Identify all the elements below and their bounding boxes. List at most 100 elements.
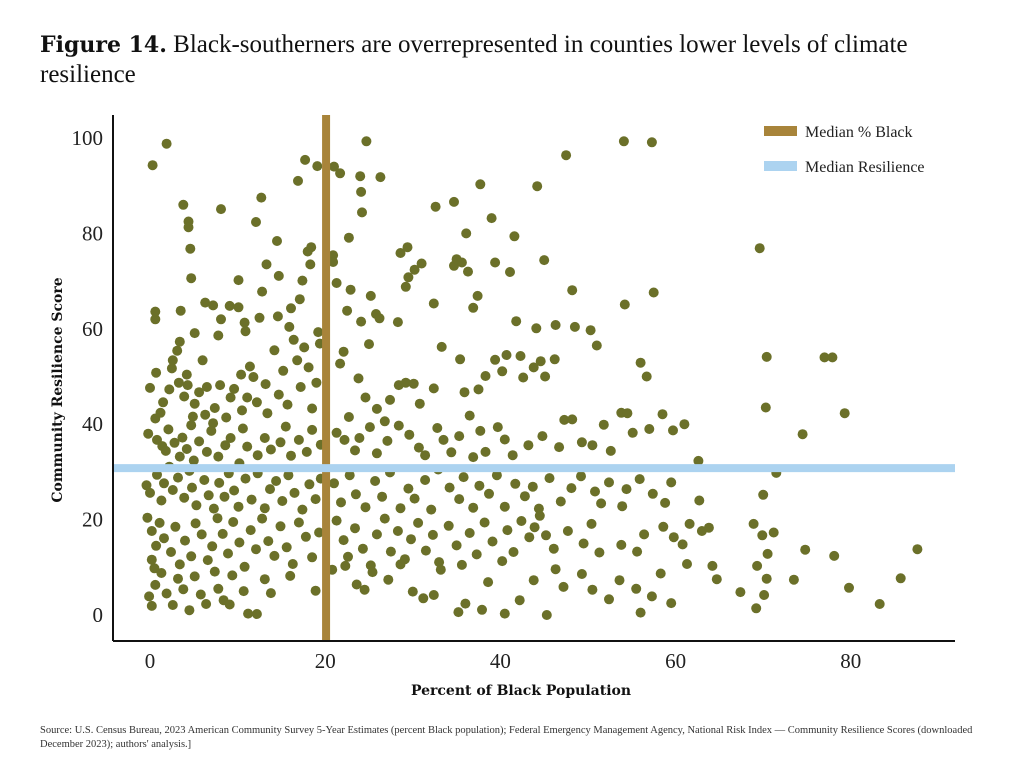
x-tick-label: 80 bbox=[840, 649, 861, 673]
data-point bbox=[208, 503, 219, 514]
data-point bbox=[150, 579, 161, 590]
data-point bbox=[379, 513, 390, 524]
data-point bbox=[385, 546, 396, 557]
data-point bbox=[443, 520, 454, 531]
data-point bbox=[209, 403, 220, 413]
data-point bbox=[178, 584, 189, 595]
data-point bbox=[751, 603, 762, 614]
data-point bbox=[256, 192, 267, 203]
data-point bbox=[682, 559, 692, 569]
data-point bbox=[212, 513, 223, 524]
data-point bbox=[484, 488, 494, 499]
data-point bbox=[474, 480, 485, 491]
data-point bbox=[647, 488, 658, 499]
data-point bbox=[748, 518, 759, 529]
data-point bbox=[221, 412, 232, 423]
data-point bbox=[428, 383, 439, 394]
data-point bbox=[200, 409, 211, 420]
data-point bbox=[567, 414, 578, 425]
data-point bbox=[668, 532, 679, 543]
data-point bbox=[224, 599, 235, 610]
data-point bbox=[548, 543, 559, 554]
x-tick-label: 20 bbox=[315, 649, 336, 673]
data-point bbox=[190, 518, 201, 529]
data-point bbox=[648, 287, 659, 298]
data-point bbox=[566, 483, 577, 494]
data-point bbox=[505, 267, 515, 277]
data-point bbox=[544, 473, 555, 484]
data-point bbox=[632, 546, 643, 557]
data-point bbox=[160, 445, 171, 456]
data-point bbox=[456, 257, 467, 268]
data-point bbox=[155, 407, 166, 418]
data-point bbox=[360, 502, 371, 513]
data-point bbox=[283, 470, 294, 481]
data-point bbox=[225, 392, 236, 403]
data-point bbox=[288, 334, 299, 345]
data-point bbox=[379, 416, 390, 427]
data-point bbox=[166, 547, 176, 557]
data-point bbox=[604, 477, 614, 488]
data-point bbox=[430, 201, 441, 212]
y-tick-label: 80 bbox=[82, 221, 103, 245]
data-point bbox=[351, 579, 362, 590]
figure-title: Figure 14. Black-southerners are overrep… bbox=[40, 30, 940, 90]
data-point bbox=[473, 384, 484, 395]
data-point bbox=[622, 408, 633, 419]
data-point bbox=[360, 392, 371, 403]
data-point bbox=[156, 568, 167, 578]
data-point bbox=[646, 137, 657, 148]
data-point bbox=[383, 574, 394, 585]
data-point bbox=[594, 547, 605, 558]
data-point bbox=[354, 433, 365, 443]
data-point bbox=[284, 321, 295, 332]
data-point bbox=[355, 171, 366, 182]
data-point bbox=[374, 313, 385, 324]
data-point bbox=[590, 486, 600, 497]
data-point bbox=[141, 480, 152, 491]
data-point bbox=[350, 489, 361, 500]
data-point bbox=[181, 444, 192, 454]
data-point bbox=[202, 555, 213, 566]
data-point bbox=[472, 290, 483, 301]
data-point bbox=[458, 472, 469, 483]
data-point bbox=[195, 589, 206, 600]
data-point bbox=[768, 527, 779, 538]
data-point bbox=[331, 515, 342, 526]
data-point bbox=[295, 382, 306, 392]
data-point bbox=[219, 491, 230, 502]
data-point bbox=[539, 255, 550, 266]
data-point bbox=[550, 564, 561, 575]
data-point bbox=[244, 361, 255, 372]
data-point bbox=[490, 257, 501, 268]
data-point bbox=[312, 161, 323, 172]
data-point bbox=[800, 544, 811, 555]
data-point bbox=[356, 316, 367, 327]
data-point bbox=[142, 512, 153, 523]
data-point bbox=[254, 312, 265, 323]
data-point bbox=[260, 379, 271, 390]
data-point bbox=[619, 299, 630, 310]
data-point bbox=[468, 452, 479, 463]
data-point bbox=[788, 574, 799, 585]
data-point bbox=[404, 429, 415, 440]
data-point bbox=[338, 535, 349, 546]
data-point bbox=[480, 371, 491, 381]
data-point bbox=[331, 278, 342, 288]
legend-swatch-median-black bbox=[764, 126, 797, 136]
data-point bbox=[471, 549, 482, 560]
data-point bbox=[269, 345, 280, 356]
data-point bbox=[213, 583, 224, 594]
data-point bbox=[286, 303, 296, 314]
data-point bbox=[567, 285, 578, 296]
data-point bbox=[468, 302, 479, 313]
data-point bbox=[163, 424, 174, 435]
data-point bbox=[483, 577, 494, 588]
data-point bbox=[339, 434, 350, 445]
data-point bbox=[350, 445, 360, 456]
data-point bbox=[407, 586, 418, 597]
data-point bbox=[540, 371, 551, 382]
data-point bbox=[300, 154, 311, 165]
data-point bbox=[340, 560, 351, 571]
data-point bbox=[251, 217, 261, 227]
